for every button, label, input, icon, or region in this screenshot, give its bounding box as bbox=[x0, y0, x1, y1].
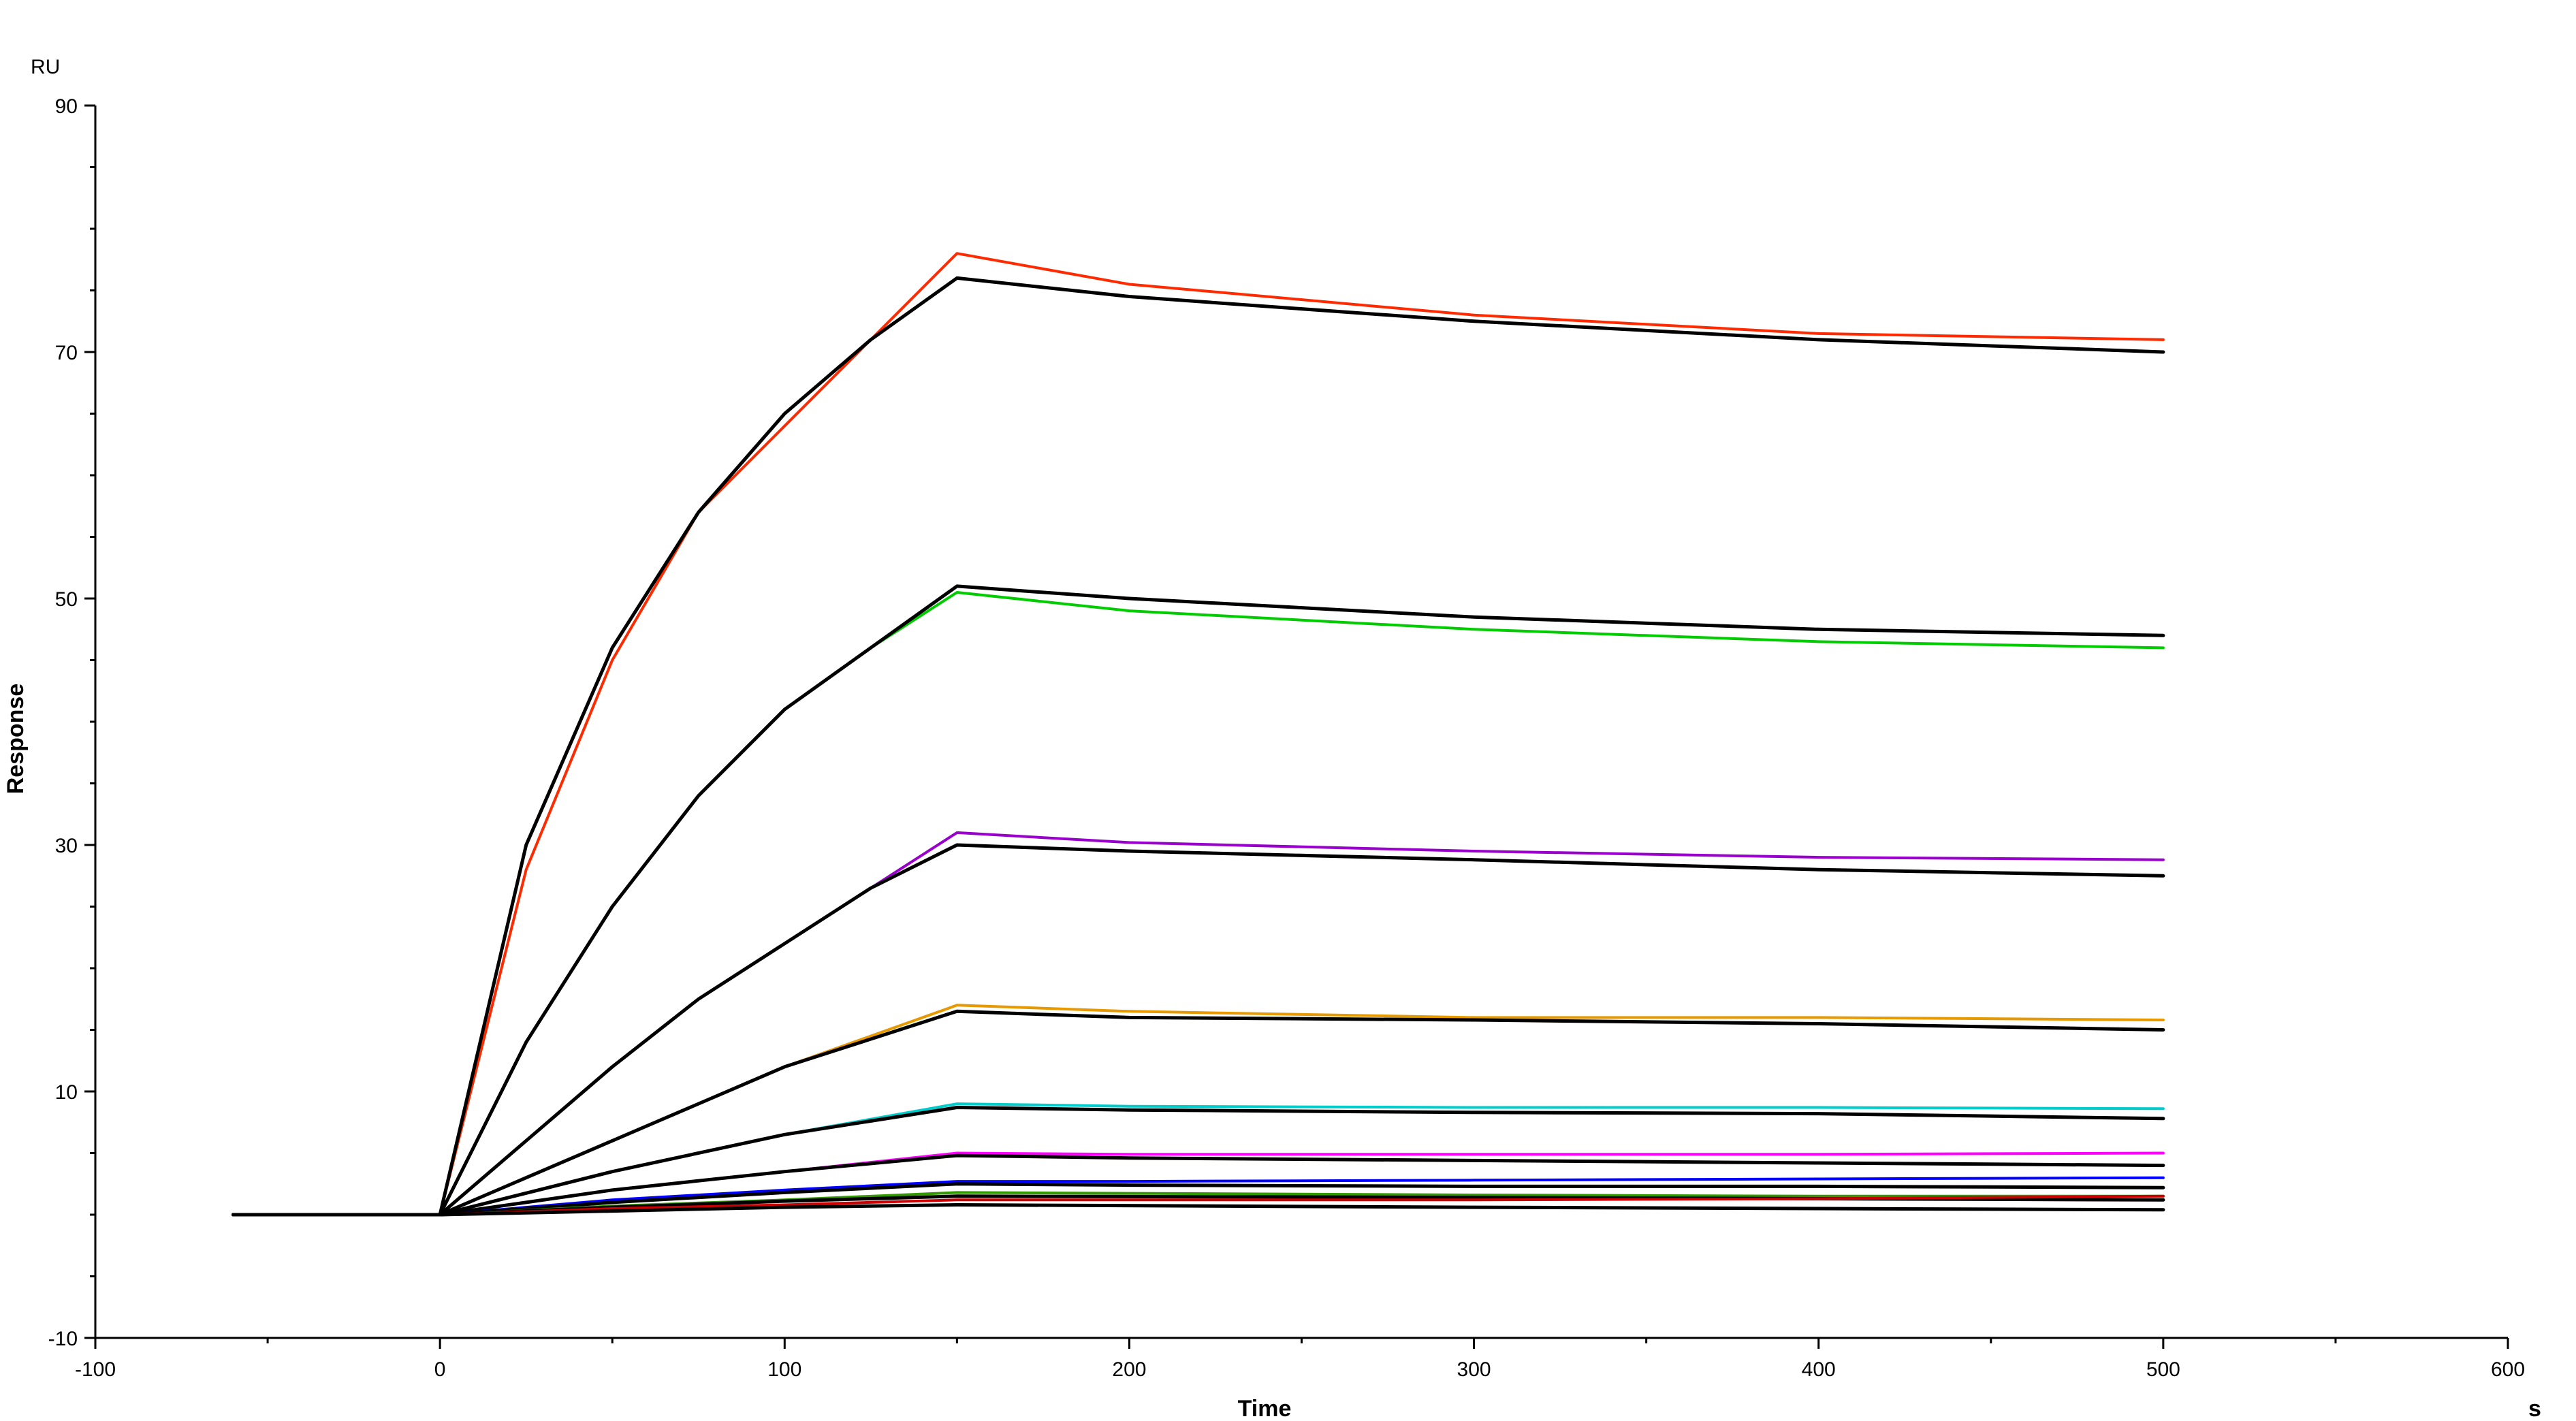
x-axis-title: Time bbox=[1238, 1396, 1292, 1421]
series-line-3 bbox=[232, 591, 2165, 1216]
series-line-18 bbox=[232, 1203, 2165, 1217]
series-line-10 bbox=[232, 1106, 2165, 1217]
y-tick-label: 50 bbox=[55, 588, 78, 611]
y-unit-label: RU bbox=[31, 56, 60, 78]
y-axis-title: Response bbox=[3, 684, 29, 795]
series-line-8 bbox=[232, 1009, 2165, 1217]
series-line-1 bbox=[232, 252, 2165, 1216]
x-tick-label: -100 bbox=[75, 1358, 116, 1381]
tick-layer: -10 10 30 50 70 90 -100 0 100 200 300 400 500 600 bbox=[48, 95, 2525, 1381]
series-line-12 bbox=[232, 1153, 2165, 1217]
series-line-6 bbox=[232, 843, 2165, 1217]
x-tick-label: 200 bbox=[1112, 1358, 1146, 1381]
y-tick-label: -10 bbox=[48, 1328, 78, 1350]
x-unit-label: s bbox=[2528, 1396, 2541, 1421]
y-tick-label: 90 bbox=[55, 95, 78, 118]
series-line-4 bbox=[232, 584, 2165, 1217]
x-tick-label: 400 bbox=[1802, 1358, 1836, 1381]
x-tick-label: 500 bbox=[2146, 1358, 2180, 1381]
x-tick-label: 300 bbox=[1457, 1358, 1491, 1381]
y-tick-label: 10 bbox=[55, 1081, 78, 1104]
x-tick-label: 0 bbox=[434, 1358, 446, 1381]
series-line-2 bbox=[232, 276, 2165, 1217]
y-tick-label: 70 bbox=[55, 342, 78, 364]
y-tick-label: 30 bbox=[55, 835, 78, 857]
x-tick-label: 100 bbox=[767, 1358, 801, 1381]
x-tick-label: 600 bbox=[2491, 1358, 2525, 1381]
series-layer bbox=[232, 252, 2165, 1217]
